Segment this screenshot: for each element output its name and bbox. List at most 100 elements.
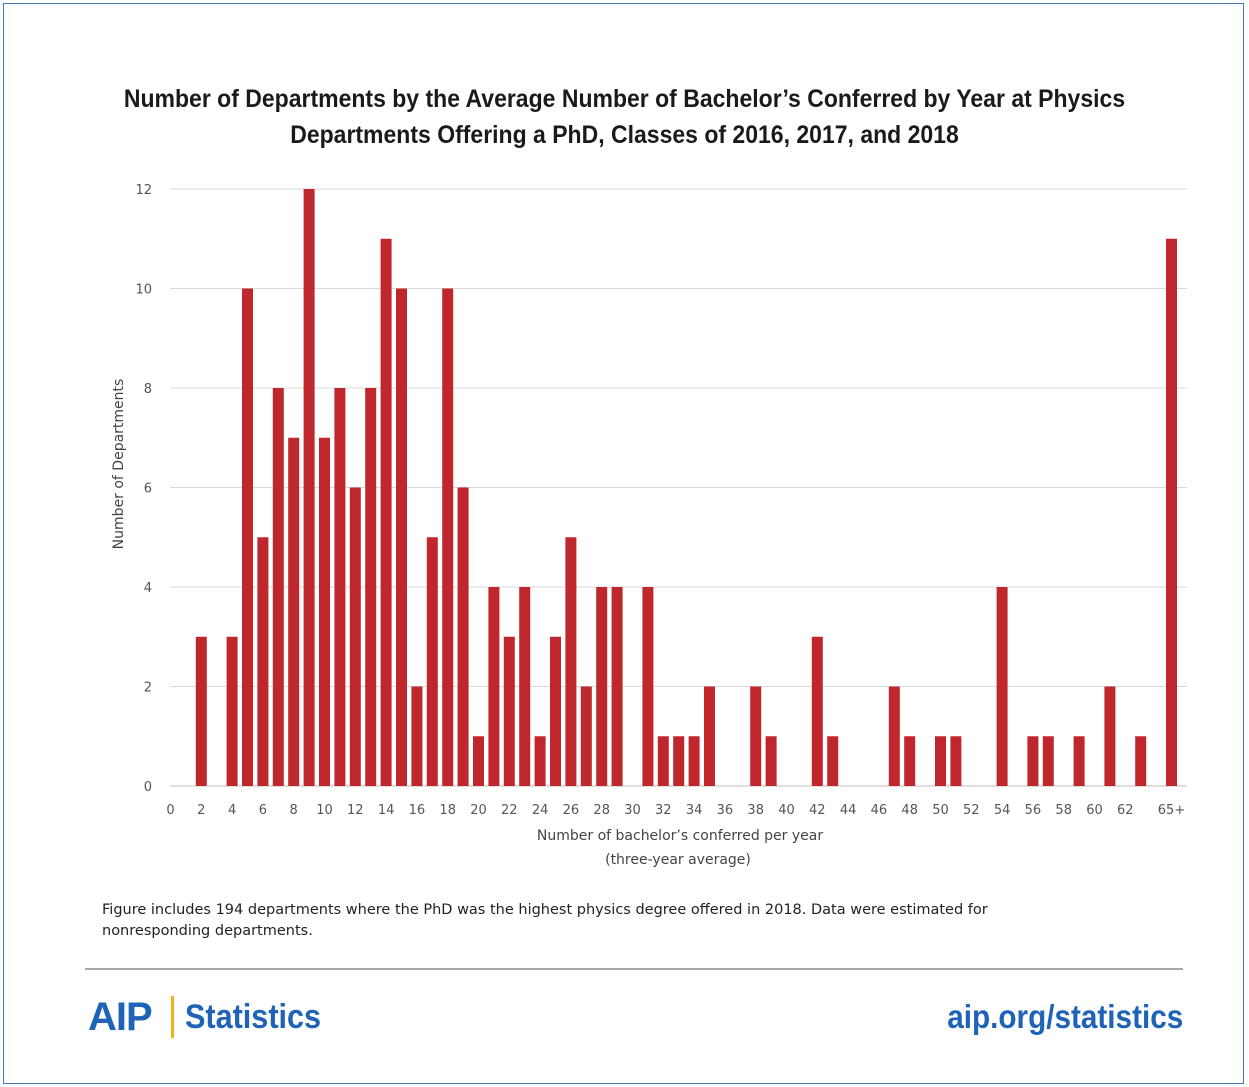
bar [365,388,377,786]
x-tick-label: 62 [1117,803,1134,818]
bar [996,587,1008,786]
x-axis-ticks: 0 2 4 6 8 10 12 14 16 18 20 22 24 26 28 30 32 34 36 38 40 42 4… [166,803,1185,818]
y-tick-label: 0 [144,780,152,795]
bar [580,686,592,786]
x-tick-label: 46 [871,803,888,818]
x-tick-label: 24 [532,803,549,818]
bar [473,736,484,786]
x-tick-label: 28 [593,803,610,818]
bar [550,636,561,786]
bar [519,587,531,786]
chart-title-line-2: Departments Offering a PhD, Classes of 2… [290,121,959,149]
bar [457,487,469,786]
bar [334,388,346,786]
bar [488,587,500,786]
x-tick-label: 2 [197,803,205,818]
logo-divider-bar [171,996,174,1038]
bar [888,686,900,786]
y-tick-label: 4 [144,581,152,596]
x-tick-label: 18 [439,803,456,818]
bar [380,238,392,786]
x-tick-label: 65+ [1158,803,1185,818]
bar [349,487,361,786]
bar [288,437,300,786]
x-axis-label-subtitle: (three-year average) [605,852,751,868]
figure-note: Figure includes 194 departments where th… [102,902,988,939]
x-tick-label: 34 [686,803,703,818]
y-tick-label: 6 [144,482,152,497]
x-tick-label: 14 [378,803,395,818]
footer-divider [85,968,1183,970]
bar [319,437,330,786]
x-tick-label: 12 [347,803,364,818]
x-axis-label: Number of bachelor’s conferred per year [537,828,823,844]
y-tick-label: 10 [135,283,152,298]
bar [565,537,577,786]
bar [1073,736,1085,786]
x-tick-label: 44 [840,803,857,818]
website-url: aip.org/statistics [946,998,1183,1035]
bar [1042,736,1054,786]
bar [1166,238,1177,786]
x-tick-label: 0 [166,803,174,818]
x-tick-label: 26 [563,803,580,818]
x-tick-label: 48 [901,803,918,818]
x-tick-label: 6 [259,803,267,818]
bar [657,736,669,786]
x-tick-label: 36 [717,803,734,818]
y-axis-ticks: 0 2 4 6 8 10 12 [135,183,152,795]
x-tick-label: 56 [1025,803,1042,818]
bar [596,587,608,786]
bar [242,288,253,786]
bar [272,388,284,786]
y-tick-label: 8 [144,382,152,397]
bar [704,686,715,786]
x-tick-label: 58 [1055,803,1072,818]
x-tick-label: 32 [655,803,672,818]
x-tick-label: 4 [228,803,236,818]
bar [673,736,685,786]
x-tick-label: 60 [1086,803,1103,818]
x-tick-label: 40 [778,803,795,818]
bar [1027,736,1039,786]
logo-aip-text: AIP [88,995,153,1039]
y-axis-label: Number of Departments [111,379,127,550]
x-tick-label: 54 [994,803,1011,818]
bar [195,636,207,786]
bar [396,288,407,786]
bar [611,587,623,786]
x-tick-label: 38 [747,803,764,818]
y-tick-label: 12 [135,183,152,198]
x-tick-label: 20 [470,803,487,818]
bar [426,537,438,786]
chart-title-line-1: Number of Departments by the Average Num… [123,85,1126,113]
x-tick-label: 50 [932,803,949,818]
y-tick-label: 2 [144,681,152,696]
x-tick-label: 42 [809,803,826,818]
bar [688,736,700,786]
bar [226,636,238,786]
bar [811,636,823,786]
bar [827,736,839,786]
bar [257,537,269,786]
bar [904,736,916,786]
bar [503,636,515,786]
x-tick-label: 22 [501,803,518,818]
x-tick-label: 8 [290,803,298,818]
bar [411,686,423,786]
bar [1104,686,1116,786]
bar [534,736,546,786]
bar [750,686,762,786]
x-tick-label: 52 [963,803,980,818]
x-tick-label: 30 [624,803,641,818]
bar [935,736,946,786]
x-tick-label: 16 [409,803,426,818]
bar [1135,736,1147,786]
logo-statistics-text: Statistics [185,998,322,1036]
bars [195,189,1177,786]
bar [303,189,315,786]
x-tick-label: 10 [316,803,333,818]
bar [642,587,654,786]
bar [950,736,962,786]
